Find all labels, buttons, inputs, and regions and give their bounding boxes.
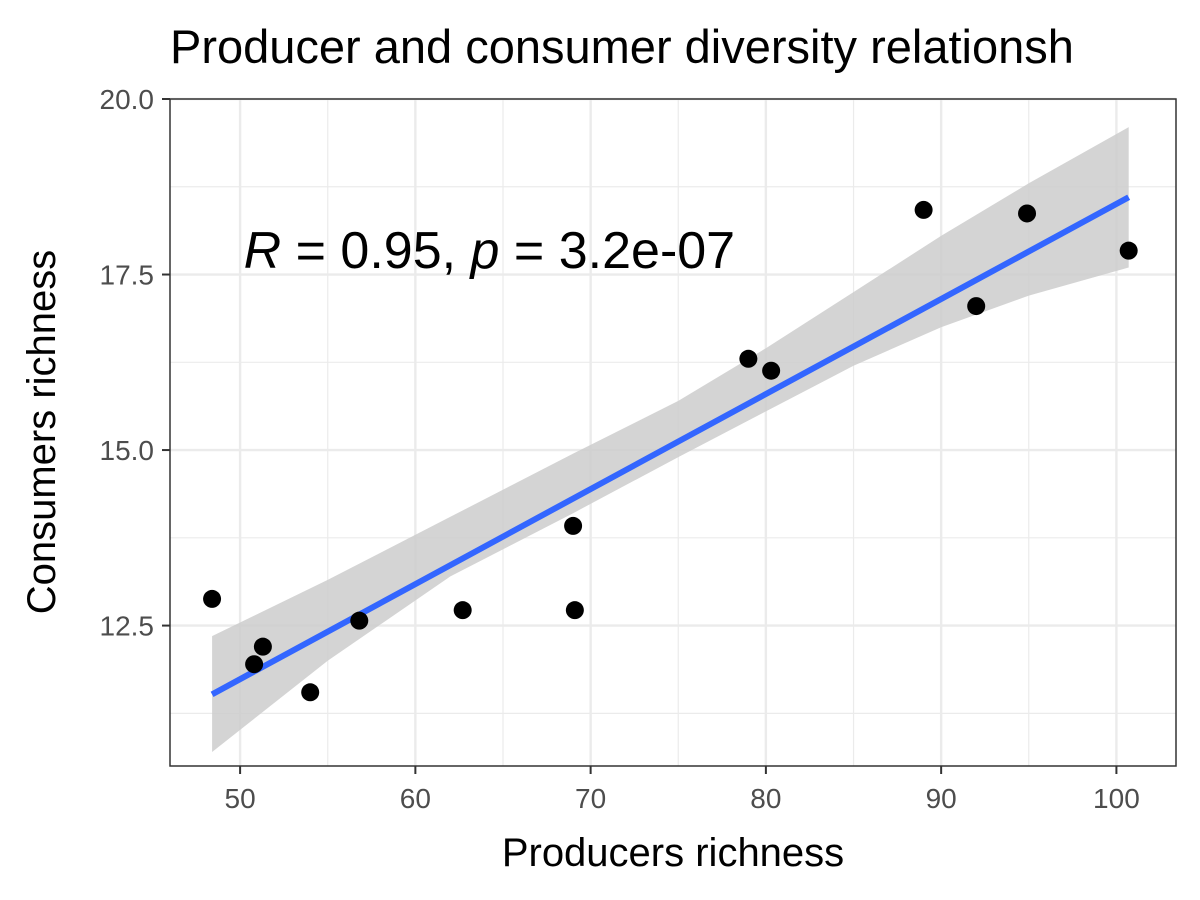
- p-value: = 3.2e-07: [499, 222, 735, 280]
- confidence-band: [212, 127, 1129, 753]
- p-symbol: p: [469, 222, 500, 280]
- regression-line: [210, 194, 1131, 698]
- x-axis-title: Producers richness: [502, 831, 844, 875]
- data-points: [203, 200, 1138, 702]
- y-tick-label: 20.0: [100, 84, 155, 115]
- r-symbol: R: [244, 222, 282, 280]
- plot-panel: [169, 97, 1177, 767]
- panel-border: [169, 98, 1177, 767]
- data-point: [301, 683, 320, 702]
- x-tick-label: 50: [225, 783, 256, 814]
- data-point: [1119, 241, 1138, 260]
- y-tick-label: 15.0: [100, 435, 155, 466]
- data-point: [350, 611, 369, 630]
- data-point: [203, 589, 222, 608]
- x-tick-label: 90: [926, 783, 957, 814]
- x-tick-label: 70: [575, 783, 606, 814]
- data-point: [967, 297, 986, 316]
- r-value: = 0.95,: [281, 222, 470, 280]
- y-axis-title: Consumers richness: [20, 250, 64, 615]
- chart-title: Producer and consumer diversity relation…: [170, 20, 1074, 73]
- x-tick-label: 80: [750, 783, 781, 814]
- data-point: [739, 349, 758, 368]
- data-point: [253, 637, 272, 656]
- data-point: [914, 200, 933, 219]
- x-axis: 50 60 70 80 90 100: [225, 766, 1140, 814]
- data-point: [762, 361, 781, 380]
- x-tick-label: 100: [1093, 783, 1140, 814]
- data-point: [564, 516, 583, 535]
- y-tick-label: 17.5: [100, 260, 155, 291]
- data-point: [1018, 204, 1037, 223]
- data-point: [245, 655, 264, 674]
- correlation-annotation: R = 0.95, p = 3.2e-07: [244, 222, 735, 280]
- y-axis: 12.5 15.0 17.5 20.0: [100, 84, 170, 642]
- x-tick-label: 60: [400, 783, 431, 814]
- y-tick-label: 12.5: [100, 611, 155, 642]
- data-point: [453, 601, 472, 620]
- data-point: [565, 601, 584, 620]
